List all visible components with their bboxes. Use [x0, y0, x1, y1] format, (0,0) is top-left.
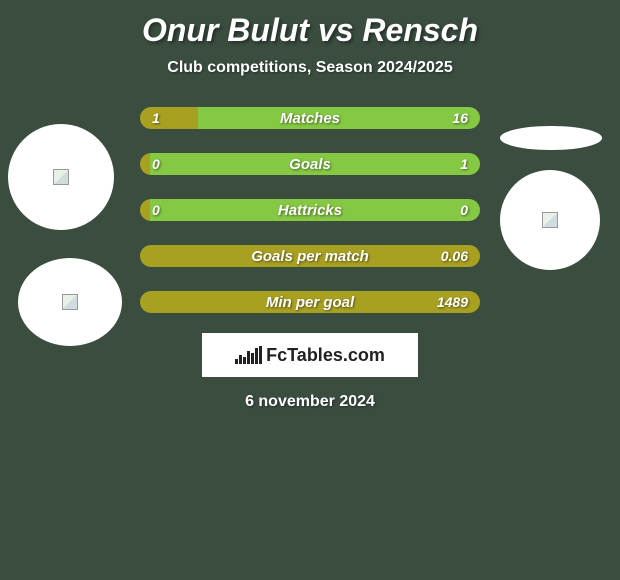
bar-overlay: 1 Matches 16	[140, 107, 480, 129]
date-label: 6 november 2024	[0, 393, 620, 411]
bar-overlay: Min per goal 1489	[140, 291, 480, 313]
stat-left-value: 0	[152, 202, 160, 218]
stat-bar: 0 Goals 1	[140, 153, 480, 175]
stat-label: Goals per match	[251, 248, 369, 265]
stat-left-value: 0	[152, 156, 160, 172]
stats-container: 1 Matches 16 0 Goals 1 0 Hattricks 0 Goa…	[140, 107, 480, 313]
player-avatar-left-1	[8, 124, 114, 230]
stat-left-value: 1	[152, 110, 160, 126]
stat-bar: 0 Hattricks 0	[140, 199, 480, 221]
player-avatar-right-1	[500, 126, 602, 150]
branding-logo: FcTables.com	[202, 333, 418, 377]
broken-image-icon	[542, 212, 558, 228]
stat-bar: Min per goal 1489	[140, 291, 480, 313]
stat-right-value: 0	[460, 202, 468, 218]
bar-chart-icon	[235, 346, 262, 364]
stat-bar: 1 Matches 16	[140, 107, 480, 129]
bar-overlay: Goals per match 0.06	[140, 245, 480, 267]
player-avatar-left-2	[18, 258, 122, 346]
logo-text: FcTables.com	[266, 345, 385, 366]
page-title: Onur Bulut vs Rensch	[0, 0, 620, 49]
stat-label: Goals	[289, 156, 331, 173]
stat-right-value: 0.06	[441, 248, 468, 264]
subtitle: Club competitions, Season 2024/2025	[0, 59, 620, 77]
stat-label: Matches	[280, 110, 340, 127]
stat-right-value: 16	[452, 110, 468, 126]
bar-overlay: 0 Goals 1	[140, 153, 480, 175]
broken-image-icon	[53, 169, 69, 185]
bar-overlay: 0 Hattricks 0	[140, 199, 480, 221]
broken-image-icon	[62, 294, 78, 310]
player-avatar-right-2	[500, 170, 600, 270]
stat-right-value: 1	[460, 156, 468, 172]
stat-label: Min per goal	[266, 294, 354, 311]
stat-right-value: 1489	[437, 294, 468, 310]
stat-bar: Goals per match 0.06	[140, 245, 480, 267]
stat-label: Hattricks	[278, 202, 342, 219]
